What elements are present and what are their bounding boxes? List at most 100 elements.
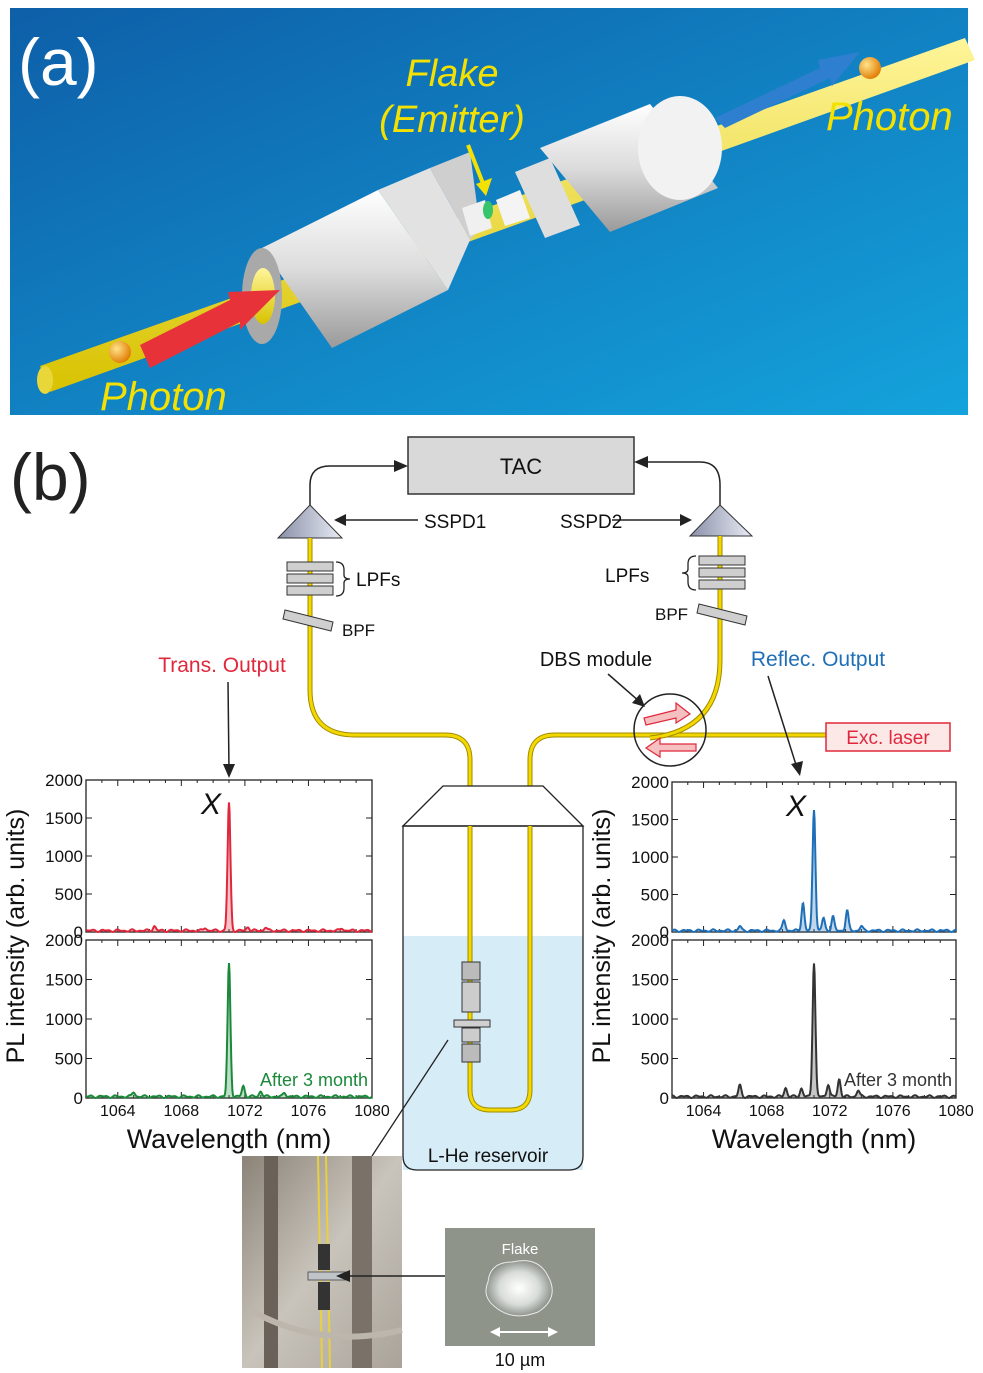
y-tick-label: 0 bbox=[74, 923, 83, 942]
y-tick-label: 2000 bbox=[631, 773, 669, 792]
y-tick-label: 1500 bbox=[631, 811, 669, 830]
dbs-arrow-out bbox=[643, 701, 692, 726]
trans-output-label: Trans. Output bbox=[158, 654, 286, 677]
panel-a-label: (a) bbox=[18, 25, 99, 99]
peak-label: X bbox=[200, 788, 222, 821]
red-arrow bbox=[140, 290, 280, 368]
tac-label: TAC bbox=[500, 454, 542, 479]
left-ferrule bbox=[242, 152, 492, 348]
photon-left-label: Photon bbox=[100, 375, 227, 419]
y-tick-label: 1000 bbox=[631, 848, 669, 867]
bpf-left bbox=[282, 609, 334, 632]
panel-a: (a) Flake (Emitter) Photon Photon bbox=[10, 8, 975, 419]
bpf-right bbox=[696, 603, 748, 626]
spectra-charts: 0 500 1000 1500 2000 X PL intensity (arb. unit… bbox=[2, 771, 974, 1154]
exc-laser-label: Exc. laser bbox=[846, 728, 930, 749]
y-tick-label: 500 bbox=[55, 1050, 83, 1069]
y-tick-label: 2000 bbox=[631, 931, 669, 950]
lpfs-right-label: LPFs bbox=[605, 566, 649, 587]
x-axis-label: Wavelength (nm) bbox=[127, 1124, 332, 1154]
spectrum-right-bottom: 0 500 1000 1500 2000 1064 1068 1072 1076 1080 Wave… bbox=[631, 931, 974, 1154]
sample-holder bbox=[453, 961, 491, 1063]
spectrum-fill bbox=[86, 802, 372, 932]
tac-box bbox=[407, 436, 635, 495]
flake-photo-label: Flake bbox=[502, 1241, 539, 1258]
photon-left bbox=[109, 341, 131, 363]
spectrum-left-bottom: 0 500 1000 1500 2000 1064 1068 1072 1076 1080 Wave… bbox=[45, 931, 390, 1154]
exc-laser-box bbox=[825, 722, 951, 752]
spectrum-right-top: 0 500 1000 1500 2000 X PL intensity (arb. unit… bbox=[588, 773, 957, 1064]
y-tick-label: 1500 bbox=[631, 971, 669, 990]
scale-bar-label: 10 µm bbox=[495, 1350, 545, 1370]
blue-arrow bbox=[715, 52, 860, 128]
flake bbox=[485, 1260, 553, 1317]
spectrum-line bbox=[671, 810, 956, 934]
spectrum-line bbox=[672, 963, 957, 1100]
reservoir bbox=[401, 785, 585, 1171]
holder-photo bbox=[242, 1155, 403, 1369]
x-tick-label: 1068 bbox=[164, 1103, 200, 1120]
annotation: After 3 month bbox=[260, 1070, 368, 1090]
liquid-helium bbox=[403, 936, 583, 1170]
x-tick-label: 1064 bbox=[686, 1103, 722, 1120]
y-tick-label: 2000 bbox=[45, 771, 83, 790]
x-tick-label: 1072 bbox=[812, 1103, 848, 1120]
x-tick-label: 1076 bbox=[291, 1103, 327, 1120]
spectrum-line bbox=[85, 802, 373, 934]
x-tick-label: 1064 bbox=[100, 1103, 136, 1120]
spectrum-fill bbox=[86, 963, 372, 1098]
x-tick-label: 1076 bbox=[875, 1103, 911, 1120]
y-tick-label: 1000 bbox=[45, 847, 83, 866]
dbs-module-label: DBS module bbox=[540, 649, 652, 671]
flake-label-line1: Flake bbox=[406, 53, 499, 95]
x-axis-label: Wavelength (nm) bbox=[712, 1124, 917, 1154]
fiber-end bbox=[37, 366, 53, 394]
x-tick-label: 1072 bbox=[227, 1103, 263, 1120]
fiber-reflec bbox=[649, 536, 722, 740]
y-tick-label: 2000 bbox=[45, 931, 83, 950]
wire-right bbox=[640, 461, 721, 505]
sspd1-label: SSPD1 bbox=[424, 512, 486, 533]
dbs-arrow-in bbox=[644, 736, 697, 759]
y-tick-label: 1500 bbox=[45, 809, 83, 828]
dbs-module-circle bbox=[633, 693, 707, 767]
lpfs-left bbox=[286, 561, 334, 596]
y-tick-label: 1000 bbox=[631, 1010, 669, 1029]
photon-right-label: Photon bbox=[826, 95, 953, 139]
y-tick-label: 1000 bbox=[45, 1010, 83, 1029]
spectrum-fill bbox=[672, 810, 956, 932]
y-tick-label: 500 bbox=[641, 1050, 669, 1069]
y-axis-label: PL intensity (arb. units) bbox=[588, 809, 616, 1064]
flake-pointer bbox=[466, 144, 486, 187]
lpfs-left-label: LPFs bbox=[356, 570, 400, 591]
panel-b-label: (b) bbox=[10, 440, 91, 514]
right-ferrule bbox=[483, 96, 722, 238]
x-tick-label: 1068 bbox=[749, 1103, 785, 1120]
x-tick-label: 1080 bbox=[354, 1103, 390, 1120]
y-tick-label: 0 bbox=[660, 1089, 669, 1108]
spectrum-fill bbox=[672, 963, 956, 1098]
y-axis-label: PL intensity (arb. units) bbox=[2, 809, 30, 1064]
peak-label: X bbox=[785, 790, 807, 823]
sspd1-detector bbox=[276, 504, 344, 539]
flake-emitter bbox=[483, 201, 493, 219]
spectrum-line bbox=[85, 963, 373, 1100]
sspd2-detector bbox=[688, 504, 754, 537]
panel-b: (b) TAC SSPD1 SSPD2 LPFs BPF bbox=[2, 436, 974, 1370]
y-tick-label: 0 bbox=[660, 923, 669, 942]
y-tick-label: 500 bbox=[641, 886, 669, 905]
photon-right bbox=[859, 57, 881, 79]
y-tick-label: 0 bbox=[74, 1089, 83, 1108]
reflec-output-label: Reflec. Output bbox=[751, 648, 885, 671]
flake-micrograph: Flake bbox=[445, 1228, 595, 1346]
bpf-right-label: BPF bbox=[655, 605, 688, 624]
lpfs-right bbox=[698, 555, 746, 590]
spectrum-left-top: 0 500 1000 1500 2000 X PL intensity (arb. unit… bbox=[2, 771, 373, 1064]
annotation: After 3 month bbox=[844, 1070, 952, 1090]
flake-label-line2: (Emitter) bbox=[379, 99, 525, 141]
reservoir-label: L-He reservoir bbox=[428, 1146, 549, 1167]
y-tick-label: 1500 bbox=[45, 971, 83, 990]
bpf-left-label: BPF bbox=[342, 621, 375, 640]
wire-left bbox=[309, 465, 402, 505]
